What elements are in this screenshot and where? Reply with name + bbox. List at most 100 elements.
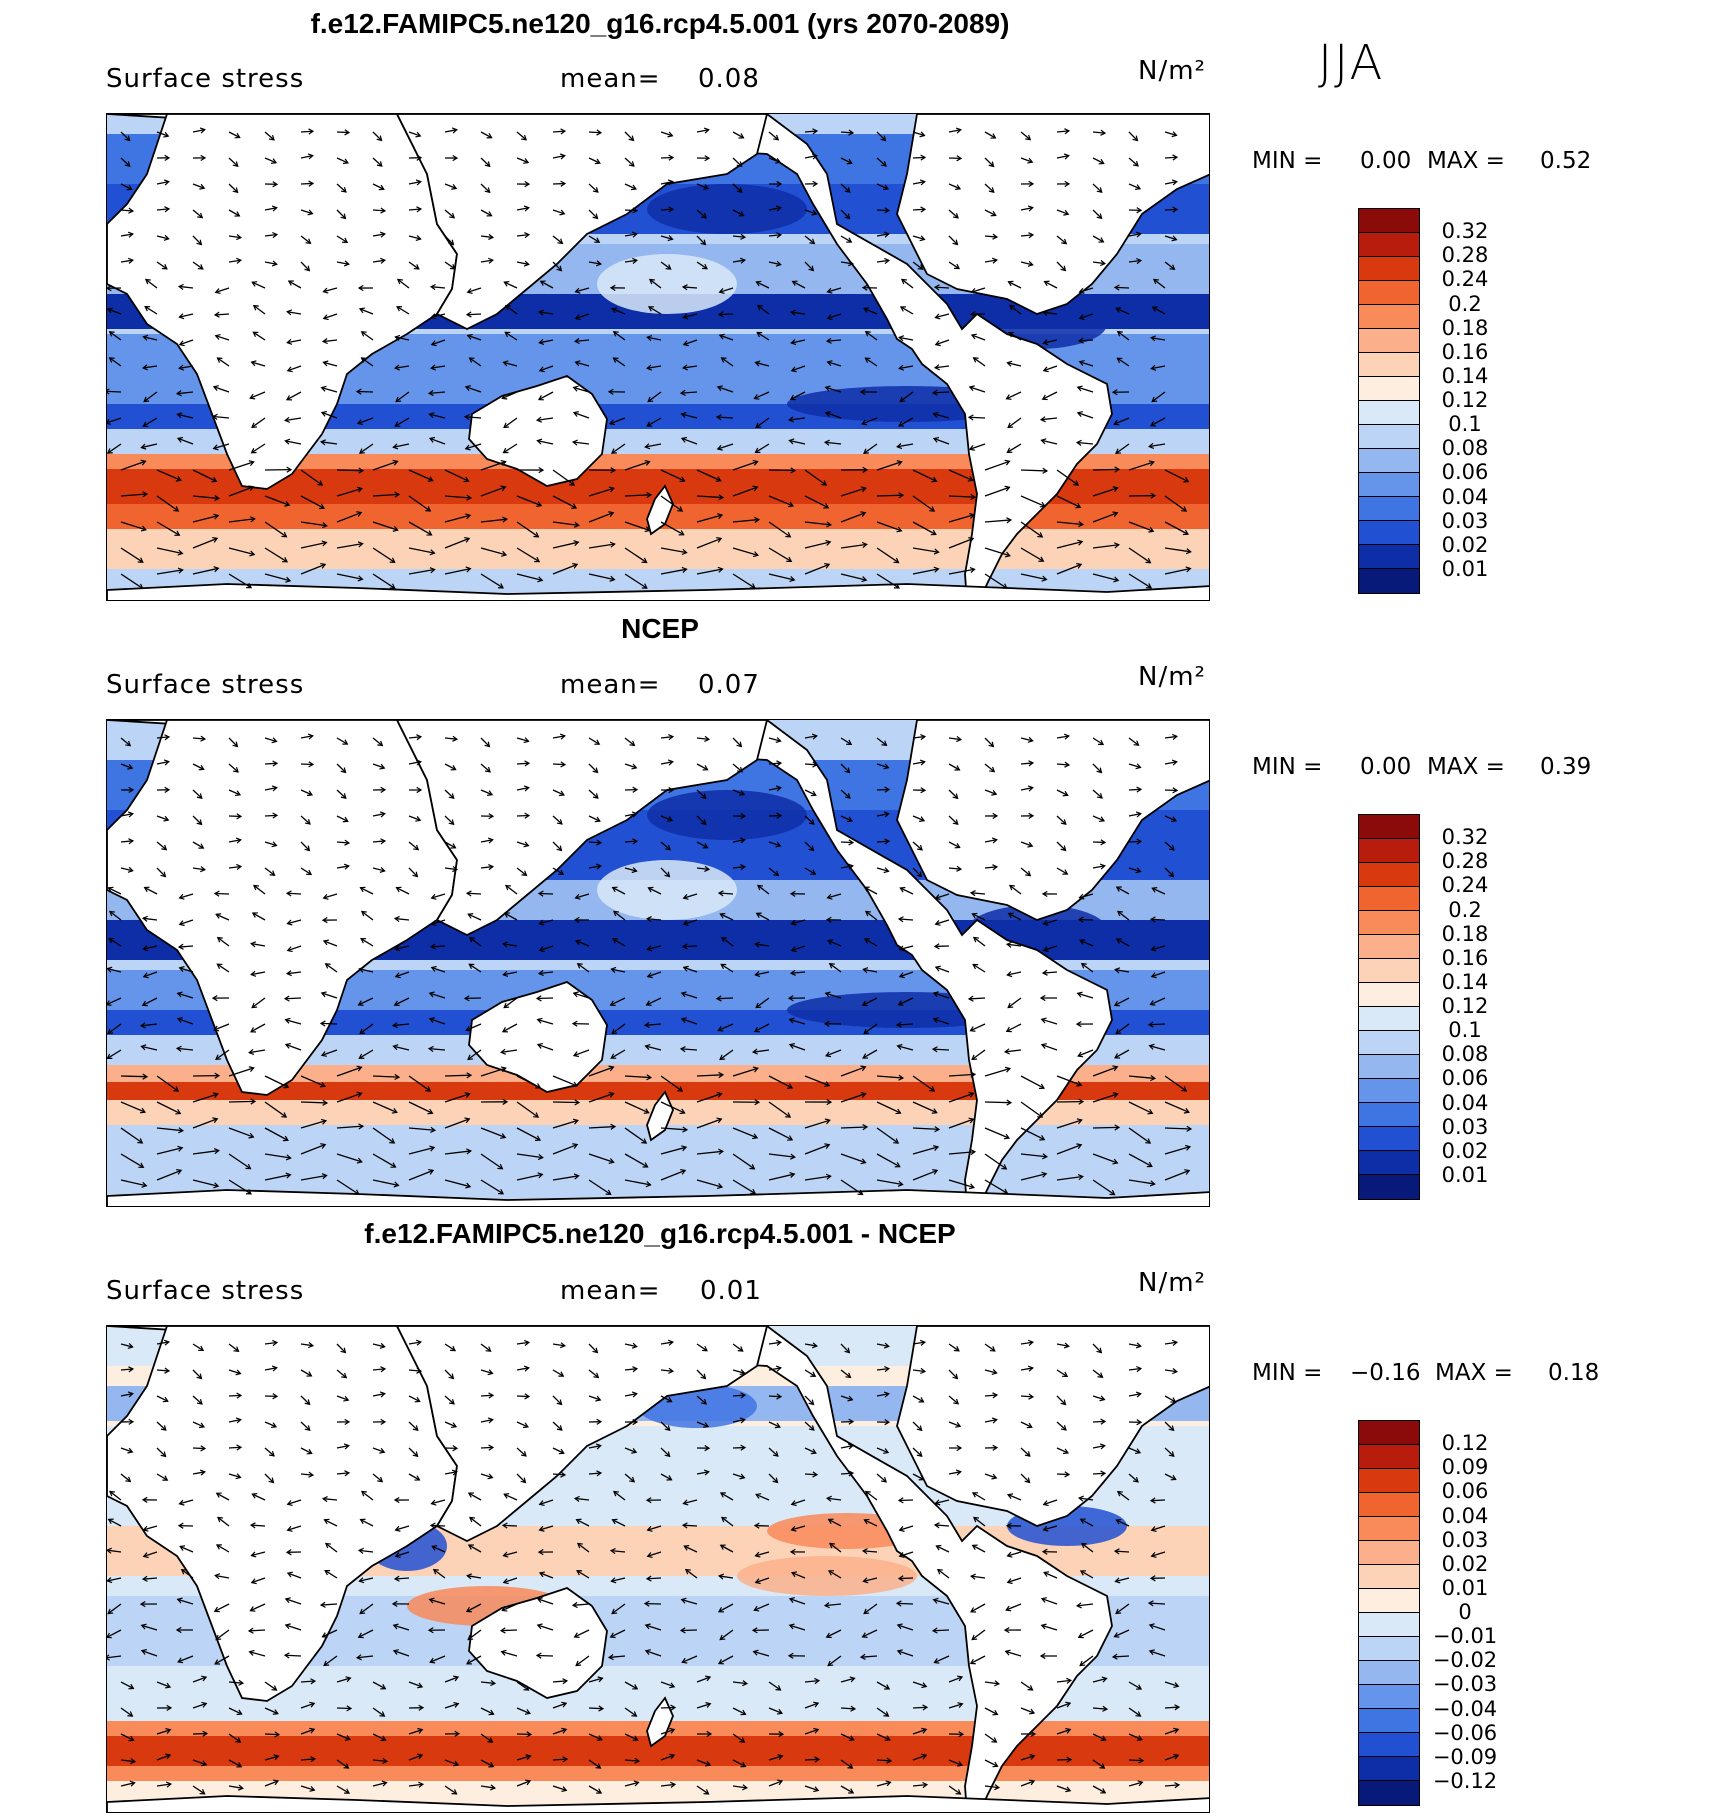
wind-arrow-head [343,1443,350,1450]
wind-arrow-head [931,1108,938,1114]
wind-arrow-head [526,1731,533,1738]
wind-arrow-head [740,1709,747,1716]
wind-arrow-head [994,1784,1001,1791]
wind-arrow-head [736,161,743,168]
wind-arrow-head [680,991,687,998]
wind-arrow-head [933,943,940,950]
wind-arrow-head [810,1448,817,1455]
wind-arrow [552,130,566,133]
wind-arrow [984,519,1011,523]
wind-arrow-head [920,787,927,794]
wind-arrow [300,1075,326,1087]
wind-arrow [897,1624,914,1631]
wind-arrow-head [828,1542,835,1549]
wind-arrow [336,737,348,745]
wind-arrow-head [1113,1632,1120,1638]
wind-arrow [1042,391,1058,400]
wind-arrow [1020,1075,1045,1089]
wind-arrow-head [1115,448,1122,455]
wind-arrow-head [463,413,470,421]
wind-arrow [588,763,598,773]
wind-arrow [502,1524,518,1527]
wind-arrow-head [1171,235,1178,242]
wind-arrow [1164,1369,1177,1373]
wind-arrow-head [666,1397,673,1403]
wind-arrow-head [608,1065,615,1072]
wind-arrow-head [931,1046,938,1053]
wind-arrow-head [178,313,185,320]
wind-arrow-head [107,448,113,454]
wind-arrow [1152,306,1166,315]
wind-arrow [264,131,275,141]
wind-arrow [984,737,994,748]
wind-arrow [394,1577,410,1580]
wind-arrow [372,493,399,497]
wind-arrow-head [646,335,653,342]
wind-arrow [948,235,958,245]
wind-arrow [264,521,287,538]
wind-arrow-head [271,158,278,164]
wind-arrow-head [251,1002,258,1009]
wind-arrow [1056,1473,1070,1476]
wind-arrow [120,521,147,531]
wind-arrow-head [250,1098,257,1105]
wind-arrow [789,1044,806,1051]
wind-arrow [573,441,590,445]
wind-arrow [609,417,626,425]
colorbar-swatch [1359,983,1419,1007]
wind-arrow [696,1150,723,1155]
colorbar-swatch [1359,1031,1419,1055]
wind-arrow-head [1025,870,1032,877]
wind-arrow-head [360,938,367,944]
wind-arrow-head [464,536,471,543]
wind-arrow [1077,412,1094,419]
wind-arrow [217,1516,230,1527]
wind-arrow [732,1394,746,1397]
wind-arrow-head [414,1396,421,1403]
wind-arrow-head [1147,1021,1154,1028]
wind-arrow [469,1516,482,1527]
wind-arrow [1020,261,1033,266]
wind-arrow [683,1499,698,1505]
wind-arrow-head [214,494,221,502]
wind-arrow-head [306,1371,313,1377]
wind-arrow [264,737,277,743]
wind-arrow [249,1651,266,1657]
wind-arrow-head [107,1547,112,1554]
wind-arrow [624,1127,647,1144]
colorbar-swatch [1359,545,1419,569]
wind-arrow-head [534,556,541,563]
wind-arrow-head [304,1425,311,1431]
wind-arrow-head [560,1471,567,1478]
wind-arrow-head [787,1083,794,1089]
wind-arrow-head [561,1727,568,1734]
wind-arrow [228,865,241,869]
wind-arrow [467,1049,482,1060]
wind-arrow-head [956,155,963,162]
wind-arrow [216,1492,230,1501]
wind-arrow [120,233,133,237]
wind-arrow-head [535,1083,542,1089]
wind-arrow [899,1551,914,1557]
wind-arrow-head [954,842,961,849]
wind-arrow-head [1114,1053,1121,1059]
wind-arrow [516,1101,539,1118]
wind-arrow-head [500,1649,507,1656]
panel-2-colorbar-labels: 0.32 0.28 0.24 0.2 0.18 0.16 0.14 0.12 0.1 0.08 0.… [1420,814,1510,1200]
wind-arrow [156,1447,167,1457]
wind-arrow-head [179,1545,186,1551]
wind-arrow [1056,1119,1082,1129]
wind-arrow-head [144,278,151,285]
wind-arrow-head [863,1608,870,1615]
wind-arrow-head [631,1448,638,1454]
panel-3-mean-value: 0.01 [700,1276,762,1306]
wind-arrow [480,183,491,193]
wind-arrow-head [969,890,976,897]
panel-2-max-label: MAX = [1427,754,1505,780]
wind-arrow-head [1096,767,1103,774]
wind-arrow [480,1343,492,1352]
wind-arrow-head [844,187,851,193]
wind-arrow-head [776,232,783,239]
wind-arrow-head [559,733,566,740]
wind-arrow [912,1473,924,1481]
